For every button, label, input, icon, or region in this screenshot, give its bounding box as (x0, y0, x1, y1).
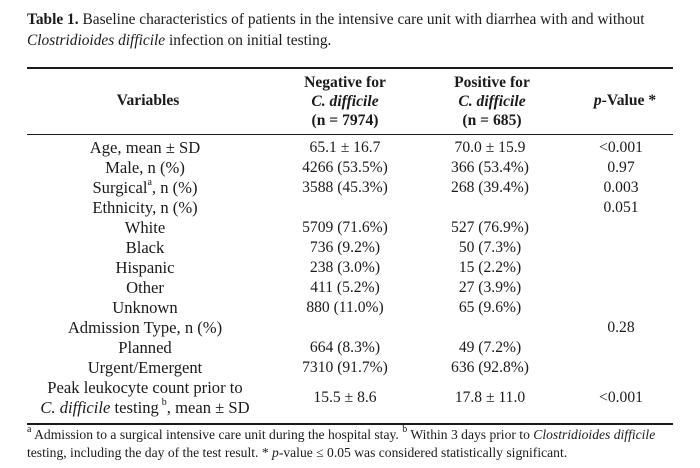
row-variable: Unknown (112, 298, 178, 317)
footnote-p: p (272, 445, 279, 460)
cell-positive: 527 (76.9%) (451, 219, 529, 236)
cell-positive: 366 (53.4%) (451, 159, 529, 176)
cell-pvalue: <0.001 (599, 139, 643, 156)
caption-text: Baseline characteristics of patients in … (82, 11, 645, 28)
cell-positive: 49 (7.2%) (458, 339, 522, 356)
header-variables: Variables (116, 92, 180, 109)
footnote-text-c: testing, including the day of the test r… (27, 445, 273, 460)
footnote-text-d: -value ≤ 0.05 was considered statistical… (278, 445, 568, 460)
header-positive-line1: Positive for (454, 74, 530, 91)
cell-pvalue: 0.28 (607, 319, 635, 336)
header-negative: Negative for C. difficile (n = 7974) (280, 73, 410, 130)
cell-pvalue: 0.97 (607, 159, 635, 176)
cell-negative: 5709 (71.6%) (302, 219, 388, 236)
header-rule (27, 134, 673, 135)
header-negative-line1: Negative for (304, 74, 386, 91)
cell-positive: 65 (9.6%) (458, 299, 522, 316)
top-rule (27, 67, 673, 69)
row-variable: Admission Type, n (%) (67, 318, 223, 337)
cell-positive: 636 (92.8%) (451, 359, 529, 376)
cell-negative: 238 (3.0%) (309, 259, 381, 276)
caption-text-end: infection on initial testing. (168, 32, 332, 49)
footnote-marker-b: b (161, 397, 167, 409)
table-footnote: a Admission to a surgical intensive care… (27, 424, 687, 462)
row-variable-organism: C. difficile (40, 398, 111, 417)
cell-pvalue: 0.003 (603, 179, 639, 196)
footnote-marker-a: a (147, 177, 152, 189)
row-variable: Other (126, 278, 164, 297)
row-variable-text: testing (110, 398, 159, 417)
header-positive-line2: C. difficile (458, 93, 526, 110)
cell-positive: 268 (39.4%) (451, 179, 529, 196)
cell-positive: 50 (7.3%) (458, 239, 522, 256)
row-variable: White (124, 218, 166, 237)
row-variable-line2: C. difficile testing b, mean ± SD (27, 398, 263, 418)
cell-negative: 65.1 ± 16.7 (309, 139, 381, 156)
row-variable: Age, mean ± SD (89, 138, 201, 157)
cell-pvalue: 0.051 (603, 199, 639, 216)
header-negative-line3: (n = 7974) (311, 112, 379, 129)
header-positive: Positive for C. difficile (n = 685) (427, 73, 557, 130)
row-variable-suffix: , n (%) (151, 178, 198, 197)
row-variable: Ethnicity, n (%) (92, 198, 198, 217)
header-positive-line3: (n = 685) (462, 112, 522, 129)
cell-negative: 736 (9.2%) (309, 239, 381, 256)
header-pvalue-p: p (593, 92, 602, 109)
row-variable: Surgicala, n (%) (27, 178, 263, 198)
row-variable: Planned (118, 338, 172, 357)
table-caption: Table 1. Baseline characteristics of pat… (27, 9, 687, 51)
cell-negative: 15.5 ± 8.6 (313, 389, 377, 406)
caption-label: Table 1. (27, 11, 79, 28)
cell-positive: 27 (3.9%) (458, 279, 522, 296)
cell-positive: 17.8 ± 11.0 (454, 389, 526, 406)
footnote-organism: Clostridioides difficile (533, 427, 656, 442)
footnote-sup-a: a (27, 424, 32, 436)
header-pvalue: p-Value * (570, 91, 680, 110)
cell-positive: 15 (2.2%) (458, 259, 522, 276)
cell-negative: 664 (8.3%) (309, 339, 381, 356)
cell-negative: 411 (5.2%) (310, 279, 380, 296)
row-variable-line1: Peak leukocyte count prior to (47, 378, 243, 397)
row-variable: Hispanic (115, 258, 175, 277)
row-variable-suffix: , mean ± SD (166, 398, 250, 417)
row-variable: Urgent/Emergent (87, 358, 203, 377)
caption-organism: Clostridioides difficile (27, 32, 166, 49)
cell-positive: 70.0 ± 15.9 (454, 139, 526, 156)
header-pvalue-rest: -Value * (601, 92, 657, 109)
row-variable: Black (125, 238, 165, 257)
cell-pvalue: <0.001 (599, 389, 643, 406)
cell-negative: 880 (11.0%) (306, 299, 384, 316)
row-variable-text: Surgical (92, 178, 148, 197)
footnote-text-b: Within 3 days prior to (407, 427, 534, 442)
bottom-rule (27, 423, 673, 425)
footnote-sup-b: b (402, 424, 408, 436)
header-negative-line2: C. difficile (311, 93, 379, 110)
cell-negative: 3588 (45.3%) (302, 179, 388, 196)
footnote-text-a: Admission to a surgical intensive care u… (31, 427, 403, 442)
row-variable: Male, n (%) (105, 158, 185, 177)
cell-negative: 7310 (91.7%) (302, 359, 388, 376)
cell-negative: 4266 (53.5%) (302, 159, 388, 176)
